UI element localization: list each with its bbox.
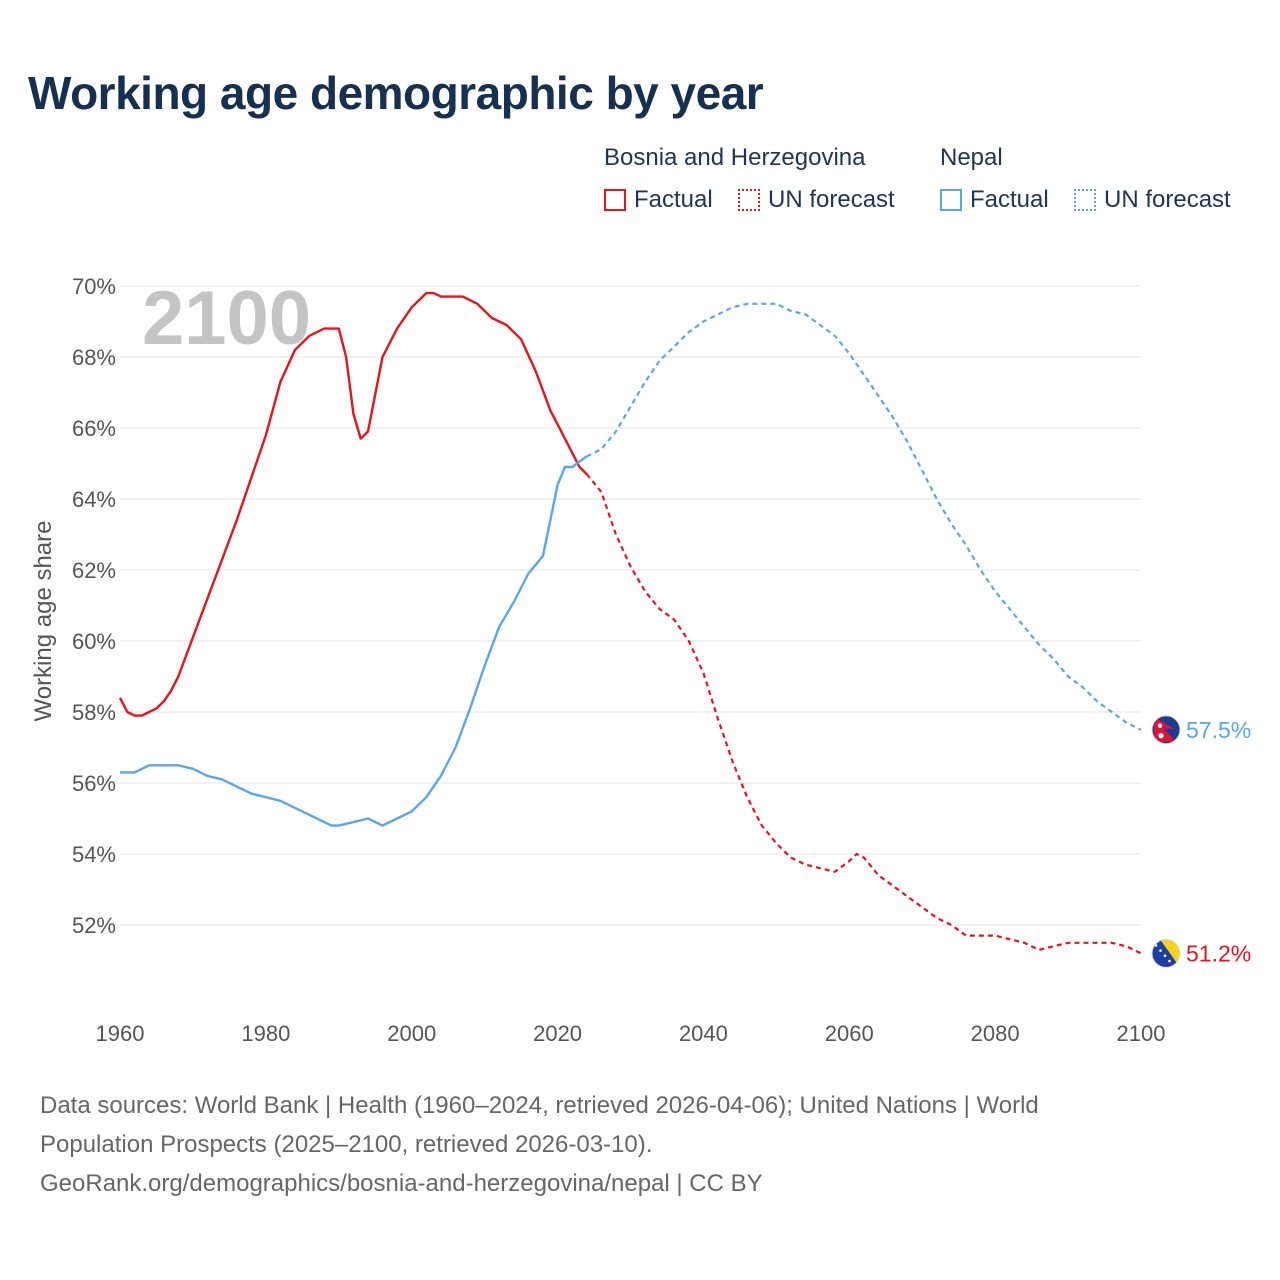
x-tick-label: 2020: [533, 1021, 582, 1046]
nepal-flag-icon: [1151, 715, 1181, 745]
series-line-factual-1: [120, 455, 588, 827]
y-tick-label: 64%: [72, 487, 116, 512]
legend-label-bosnia-factual: Factual: [634, 186, 713, 213]
legend-item-nepal-forecast[interactable]: UN forecast: [1074, 186, 1231, 214]
y-tick-label: 70%: [72, 274, 116, 299]
legend-title-bosnia: Bosnia and Herzegovina: [604, 144, 866, 171]
series-line-forecast-1: [586, 302, 1142, 731]
legend-group-nepal: Nepal Factual UN forecast: [940, 144, 1260, 224]
legend-swatch-solid-icon: [940, 189, 962, 211]
legend-item-nepal-factual[interactable]: Factual: [940, 186, 1049, 214]
x-tick-label: 2060: [825, 1021, 874, 1046]
series-line-forecast-0: [585, 473, 1142, 955]
current-year-label: 2100: [142, 276, 311, 361]
legend-swatch-dotted-icon: [738, 189, 760, 211]
data-sources-footer: Data sources: World Bank | Health (1960–…: [40, 1086, 1240, 1203]
x-tick-label: 1980: [241, 1021, 290, 1046]
y-tick-label: 68%: [72, 345, 116, 370]
x-tick-label: 2080: [971, 1021, 1020, 1046]
x-tick-label: 2000: [387, 1021, 436, 1046]
footer-line-3: GeoRank.org/demographics/bosnia-and-herz…: [40, 1170, 763, 1197]
series-end-label-1: 57.5%: [1186, 717, 1251, 743]
legend-label-bosnia-forecast: UN forecast: [768, 186, 895, 213]
x-tick-label: 1960: [96, 1021, 145, 1046]
y-tick-label: 54%: [72, 842, 116, 867]
line-chart: 52% 54% 56% 58% 60% 62% 64% 66% 68% 70% 1960 1980 20…: [30, 274, 1251, 1046]
bosnia-flag-icon: [1151, 938, 1181, 968]
y-tick-label: 62%: [72, 558, 116, 583]
footer-line-2: Population Prospects (2025–2100, retriev…: [40, 1131, 653, 1158]
legend-title-nepal: Nepal: [940, 144, 1003, 171]
legend-label-nepal-forecast: UN forecast: [1104, 186, 1231, 213]
x-tick-label: 2100: [1117, 1021, 1166, 1046]
y-tick-label: 58%: [72, 700, 116, 725]
series-end-label-0: 51.2%: [1186, 940, 1251, 966]
y-tick-label: 56%: [72, 771, 116, 796]
footer-line-1: Data sources: World Bank | Health (1960–…: [40, 1092, 1039, 1119]
legend-label-nepal-factual: Factual: [970, 186, 1049, 213]
legend-item-bosnia-factual[interactable]: Factual: [604, 186, 713, 214]
chart-title: Working age demographic by year: [28, 67, 764, 119]
y-axis-title: Working age share: [30, 521, 57, 722]
legend-swatch-solid-icon: [604, 189, 626, 211]
series-line-factual-0: [118, 291, 588, 717]
legend-group-bosnia: Bosnia and Herzegovina Factual UN foreca…: [604, 144, 924, 224]
x-tick-label: 2040: [679, 1021, 728, 1046]
legend-item-bosnia-forecast[interactable]: UN forecast: [738, 186, 895, 214]
y-tick-label: 60%: [72, 629, 116, 654]
y-tick-label: 66%: [72, 416, 116, 441]
y-tick-label: 52%: [72, 913, 116, 938]
legend-swatch-dotted-icon: [1074, 189, 1096, 211]
